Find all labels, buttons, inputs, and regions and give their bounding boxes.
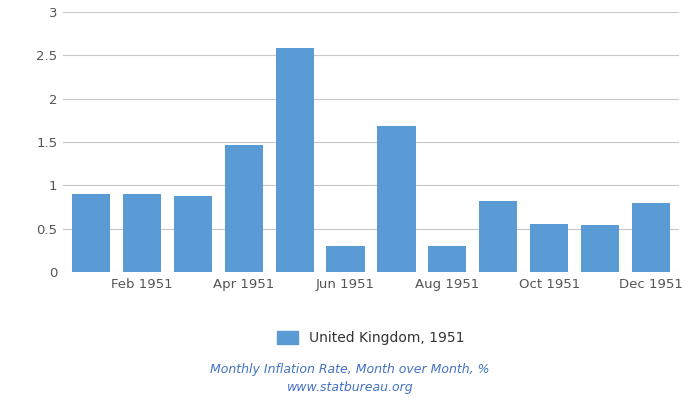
Bar [122,194,161,272]
Legend: United Kingdom, 1951: United Kingdom, 1951 [272,326,470,351]
Text: www.statbureau.org: www.statbureau.org [287,381,413,394]
Bar [377,126,416,272]
Bar [276,48,314,272]
Bar [72,194,110,272]
Bar [225,146,262,272]
Bar [530,224,568,272]
Bar [632,203,670,272]
Bar [581,225,620,272]
Bar [174,196,212,272]
Bar [428,246,466,272]
Bar [326,246,365,272]
Bar [480,201,517,272]
Text: Monthly Inflation Rate, Month over Month, %: Monthly Inflation Rate, Month over Month… [210,364,490,376]
